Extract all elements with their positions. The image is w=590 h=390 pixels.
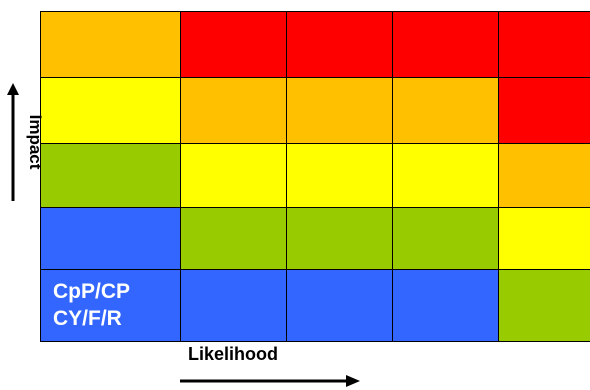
matrix-cell-r3-c4 [392, 143, 499, 208]
matrix-cell-r3-c2 [180, 143, 287, 208]
matrix-cell-r3-c5 [498, 143, 590, 208]
matrix-cell-r1-c1 [40, 11, 181, 78]
impact-arrow-icon [7, 83, 19, 201]
matrix-cell-r1-c2 [180, 11, 287, 78]
matrix-cell-r1-c5 [498, 11, 590, 78]
matrix-cell-r1-c3 [286, 11, 393, 78]
matrix-cell-r4-c1 [40, 207, 181, 270]
matrix-cell-r4-c3 [286, 207, 393, 270]
matrix-cell-r4-c2 [180, 207, 287, 270]
matrix-cell-r5-c2 [180, 269, 287, 342]
likelihood-arrow-icon [180, 375, 360, 387]
matrix-cell-r5-c5 [498, 269, 590, 342]
matrix-cell-r3-c1 [40, 143, 181, 208]
matrix-cell-r4-c4 [392, 207, 499, 270]
matrix-cell-r3-c3 [286, 143, 393, 208]
category-label-line-1: CpP/CP [53, 280, 131, 303]
matrix-cell-r5-c3 [286, 269, 393, 342]
matrix-cell-r5-c4 [392, 269, 499, 342]
category-label-line-2: CY/F/R [53, 307, 122, 330]
matrix-cell-r2-c1 [40, 77, 181, 144]
matrix-cell-r4-c5 [498, 207, 590, 270]
matrix-cell-r5-c1: CpP/CP CY/F/R [40, 269, 181, 342]
matrix-cell-r2-c2 [180, 77, 287, 144]
matrix-cell-r2-c5 [498, 77, 590, 144]
risk-matrix: CpP/CP CY/F/R [40, 11, 590, 342]
matrix-cell-r1-c4 [392, 11, 499, 78]
category-label: CpP/CP CY/F/R [53, 278, 130, 332]
likelihood-axis-label: Likelihood [188, 344, 278, 364]
matrix-cell-r2-c3 [286, 77, 393, 144]
matrix-cell-r2-c4 [392, 77, 499, 144]
impact-axis-label: Impact [26, 114, 45, 170]
